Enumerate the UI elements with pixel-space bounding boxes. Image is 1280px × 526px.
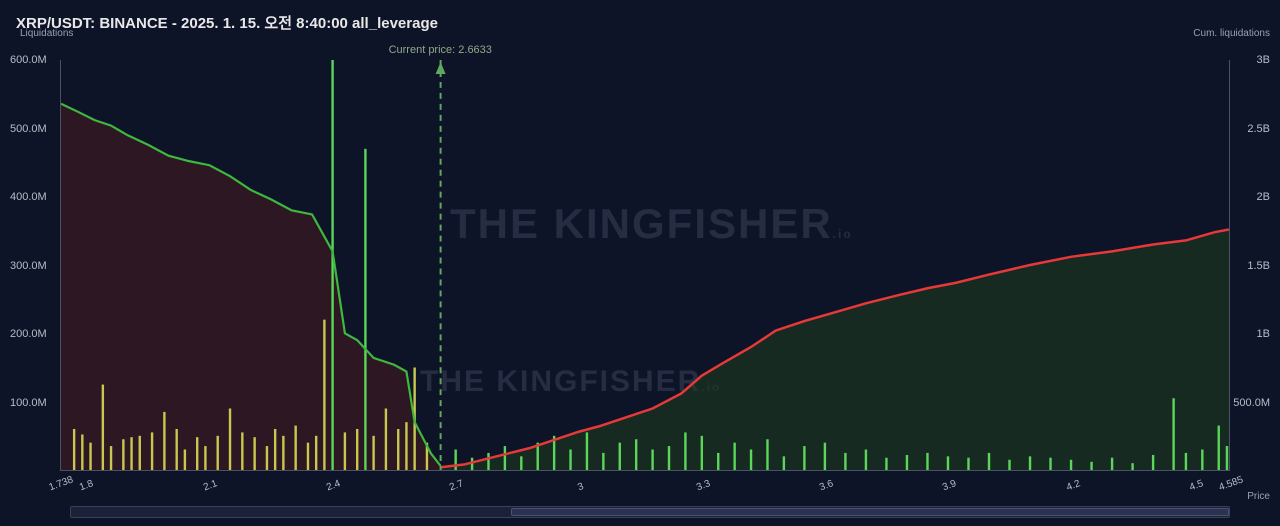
y-left-tick: 200.0M [10, 328, 47, 340]
right-axis-title: Cum. liquidations [1193, 28, 1270, 39]
scrollbar-thumb[interactable] [511, 508, 1229, 516]
left-axis-title: Liquidations [20, 28, 73, 39]
y-left-tick: 100.0M [10, 397, 47, 409]
range-scrollbar[interactable] [70, 506, 1230, 518]
x-tick: 3 [576, 481, 585, 493]
x-tick: 4.585 [1217, 474, 1244, 493]
plot-area[interactable] [60, 60, 1230, 471]
x-tick: 1.8 [79, 478, 96, 493]
x-tick: 3.3 [695, 478, 712, 493]
x-tick: 1.738 [47, 474, 74, 493]
y-left-tick: 400.0M [10, 191, 47, 203]
current-price-label: Current price: 2.6633 [389, 44, 492, 56]
x-tick: 2.1 [202, 478, 219, 493]
x-axis-title: Price [1247, 491, 1270, 502]
y-right-tick: 500.0M [1233, 397, 1270, 409]
x-tick: 3.9 [942, 478, 959, 493]
chart-svg [61, 60, 1229, 470]
chart-title: XRP/USDT: BINANCE - 2025. 1. 15. 오전 8:40… [16, 12, 438, 33]
y-left-tick: 300.0M [10, 260, 47, 272]
y-right-tick: 1B [1257, 328, 1270, 340]
x-tick: 4.5 [1188, 478, 1205, 493]
y-left-tick: 500.0M [10, 123, 47, 135]
x-tick: 3.6 [818, 478, 835, 493]
x-tick: 4.2 [1065, 478, 1082, 493]
y-right-tick: 2.5B [1247, 123, 1270, 135]
x-tick: 2.7 [448, 478, 465, 493]
y-right-tick: 1.5B [1247, 260, 1270, 272]
y-right-tick: 2B [1257, 191, 1270, 203]
liquidation-chart: XRP/USDT: BINANCE - 2025. 1. 15. 오전 8:40… [0, 0, 1280, 526]
x-tick: 2.4 [325, 478, 342, 493]
y-left-tick: 600.0M [10, 54, 47, 66]
y-right-tick: 3B [1257, 54, 1270, 66]
